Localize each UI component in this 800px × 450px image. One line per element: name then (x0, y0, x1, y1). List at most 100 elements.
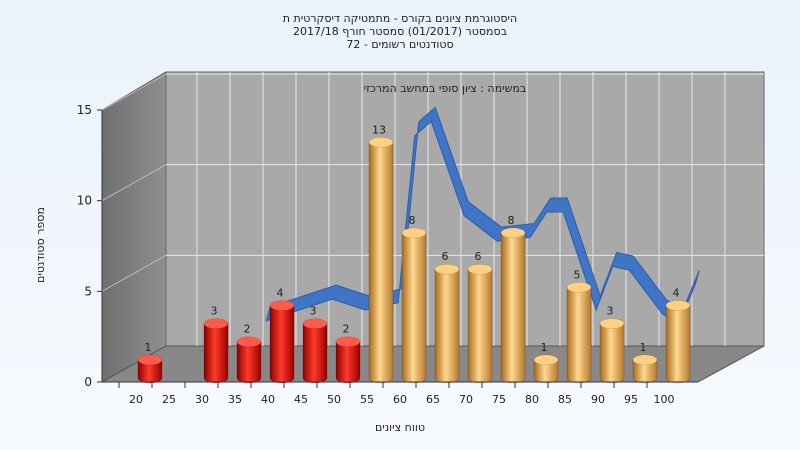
y-tick-label: 10 (77, 194, 92, 208)
bar-label: 2 (244, 323, 251, 336)
x-tick-label: 80 (525, 393, 539, 406)
bar-cap (467, 263, 493, 275)
chart-title-line-3: סטודנטים רשומים - 72 (346, 38, 453, 51)
bar-cap (203, 318, 229, 329)
bar-label: 1 (640, 341, 647, 354)
bar-label: 8 (508, 214, 515, 227)
bar-85 (566, 282, 592, 384)
plot-left-wall (101, 71, 167, 383)
bars-group (137, 137, 691, 384)
bar-cap (665, 300, 691, 311)
bar-body (137, 359, 163, 384)
bar-body (632, 359, 658, 384)
grid-line-side (101, 254, 167, 292)
bar-label: 13 (372, 123, 386, 136)
bar-label: 3 (211, 305, 218, 318)
bar-95 (632, 354, 658, 384)
y-ticks-group: 0 5 10 15 (77, 103, 102, 389)
bar-body (434, 268, 460, 384)
bar-70 (467, 263, 493, 384)
bar-label: 3 (607, 305, 614, 318)
chart-subtitle: במשימה : ציון סופי במחשב המרכזי (364, 82, 527, 95)
bar-body (401, 232, 427, 384)
bar-body (500, 232, 526, 384)
bar-50 (335, 336, 361, 384)
y-tick-label: 5 (84, 284, 92, 298)
bar-body (566, 287, 592, 384)
bar-label: 6 (475, 250, 482, 263)
x-tick-label: 85 (558, 393, 572, 406)
bar-label: 1 (145, 341, 152, 354)
bar-label: 4 (277, 286, 284, 299)
x-tick-label: 60 (393, 393, 407, 406)
bar-cap (236, 336, 262, 347)
bar-label: 8 (409, 214, 416, 227)
bar-label: 4 (673, 286, 680, 299)
x-tick-label: 100 (654, 393, 675, 406)
x-tick-label: 65 (426, 393, 440, 406)
x-tick-label: 70 (459, 393, 473, 406)
bar-cap (335, 336, 361, 347)
bar-cap (269, 300, 295, 311)
bar-label: 5 (574, 268, 581, 281)
bar-cap (137, 354, 163, 366)
bar-cap (500, 227, 526, 239)
bar-body (665, 305, 691, 384)
bar-body (599, 323, 625, 384)
bar-body (203, 323, 229, 384)
bar-cap (434, 263, 460, 275)
chart-title-line-2: בסמסטר (01/2017) סמסטר חורף 2017/18 (293, 25, 507, 38)
plot-floor (100, 345, 765, 383)
bar-body (236, 341, 262, 384)
bar-label: 6 (442, 250, 449, 263)
bar-label: 1 (541, 341, 548, 354)
x-tick-label: 20 (129, 393, 143, 406)
bar-cap (632, 354, 658, 366)
y-tick-label: 0 (84, 375, 92, 389)
bar-body (533, 359, 559, 384)
y-tick-label: 15 (77, 103, 92, 117)
bar-60 (401, 227, 427, 384)
bar-20 (137, 354, 163, 384)
bar-cap (302, 318, 328, 329)
bar-65 (434, 263, 460, 384)
bar-body (269, 305, 295, 384)
chart-title-line-1: היסטוגרמת ציונים בקורס - מתמטיקה דיסקרטי… (283, 12, 517, 25)
x-tick-label: 40 (261, 393, 275, 406)
x-tick-label: 90 (591, 393, 605, 406)
bar-body (467, 268, 493, 384)
x-tick-label: 25 (162, 393, 176, 406)
x-tick-label: 45 (294, 393, 308, 406)
x-tick-label: 95 (624, 393, 638, 406)
x-tick-label: 55 (360, 393, 374, 406)
bar-body (368, 141, 394, 384)
bar-35 (236, 336, 262, 384)
bar-cap (368, 137, 394, 148)
bar-100 (665, 300, 691, 384)
trend-ribbon-shape (265, 106, 700, 326)
bar-label: 3 (310, 305, 317, 318)
trend-ribbon (265, 106, 700, 326)
bar-cap (533, 354, 559, 366)
x-tick-label: 75 (492, 393, 506, 406)
grid-line-side (101, 73, 167, 111)
bar-80 (533, 354, 559, 384)
x-tick-label: 30 (195, 393, 209, 406)
bar-cap (599, 318, 625, 329)
grid-line-side (101, 164, 167, 202)
x-ticks-group: 20 25 30 35 40 45 50 55 60 65 70 75 80 85 90 95 100 (118, 382, 675, 406)
bar-cap (401, 227, 427, 239)
bar-label: 2 (343, 323, 350, 336)
y-axis-label: מספר סטודנטים (34, 207, 47, 283)
bar-45 (302, 318, 328, 384)
bar-body (302, 323, 328, 384)
x-axis-label: טווח ציונים (375, 421, 425, 434)
bar-body (335, 341, 361, 384)
bar-90 (599, 318, 625, 384)
x-tick-label: 50 (327, 393, 341, 406)
x-tick-label: 35 (228, 393, 242, 406)
bar-30 (203, 318, 229, 384)
bar-cap (566, 282, 592, 293)
